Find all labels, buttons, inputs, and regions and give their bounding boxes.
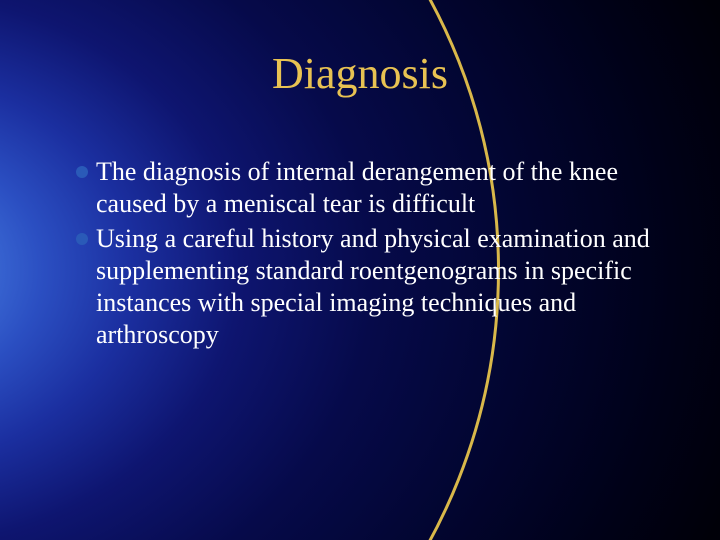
bullet-icon bbox=[76, 166, 88, 178]
list-item: Using a careful history and physical exa… bbox=[76, 223, 680, 350]
bullet-text: Using a careful history and physical exa… bbox=[96, 223, 680, 350]
slide-body: The diagnosis of internal derangement of… bbox=[76, 156, 680, 354]
list-item: The diagnosis of internal derangement of… bbox=[76, 156, 680, 219]
slide-title: Diagnosis bbox=[0, 48, 720, 99]
bullet-icon bbox=[76, 233, 88, 245]
bullet-text: The diagnosis of internal derangement of… bbox=[96, 156, 680, 219]
slide: Diagnosis The diagnosis of internal dera… bbox=[0, 0, 720, 540]
